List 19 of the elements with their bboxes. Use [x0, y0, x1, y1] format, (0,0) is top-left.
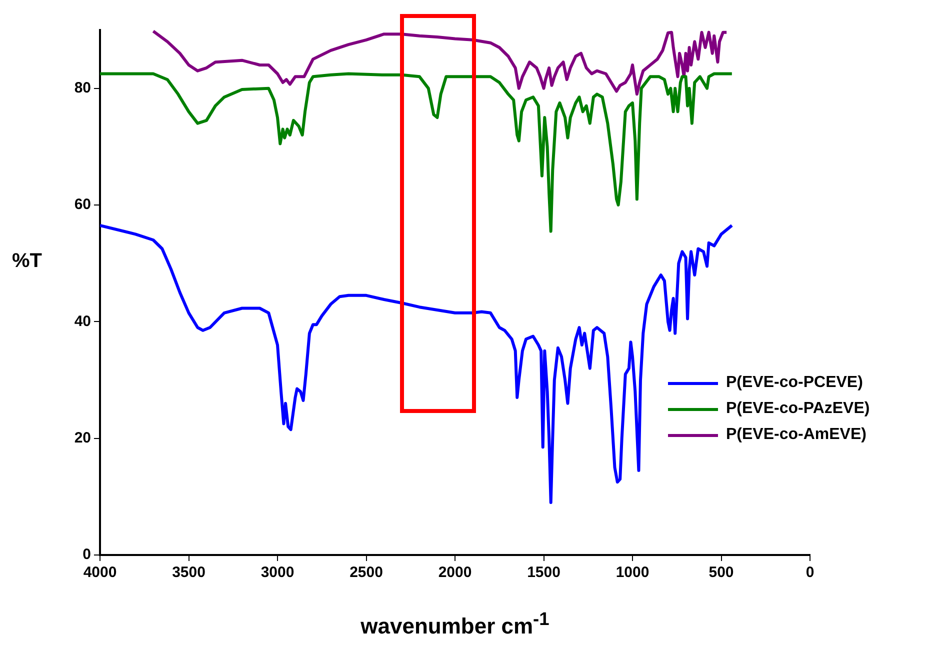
legend-label: P(EVE-co-PAzEVE)	[726, 400, 870, 418]
x-axis-title: wavenumber cm$^{-1}$	[360, 608, 550, 640]
y-tick-label: 40	[74, 312, 91, 330]
x-tick-label: 1500	[527, 564, 560, 582]
y-axis-title: %T	[12, 250, 42, 273]
x-tick-label: 3000	[260, 564, 294, 582]
x-tick-label: 1000	[616, 564, 650, 582]
x-tick-label: 2000	[438, 564, 472, 582]
x-tick-label: 0	[806, 564, 814, 582]
y-tick-label: 20	[74, 429, 91, 446]
y-tick-label: 80	[74, 79, 91, 96]
x-tick-label: 4000	[83, 564, 117, 582]
x-tick-label: 500	[708, 564, 734, 582]
x-tick-label: 2500	[350, 564, 383, 582]
y-tick-label: 60	[74, 196, 91, 214]
legend-label: P(EVE-co-AmEVE)	[726, 426, 866, 444]
y-tick-label: 0	[82, 546, 91, 564]
x-tick-label: 3500	[172, 564, 206, 582]
legend-label: P(EVE-co-PCEVE)	[726, 374, 863, 392]
